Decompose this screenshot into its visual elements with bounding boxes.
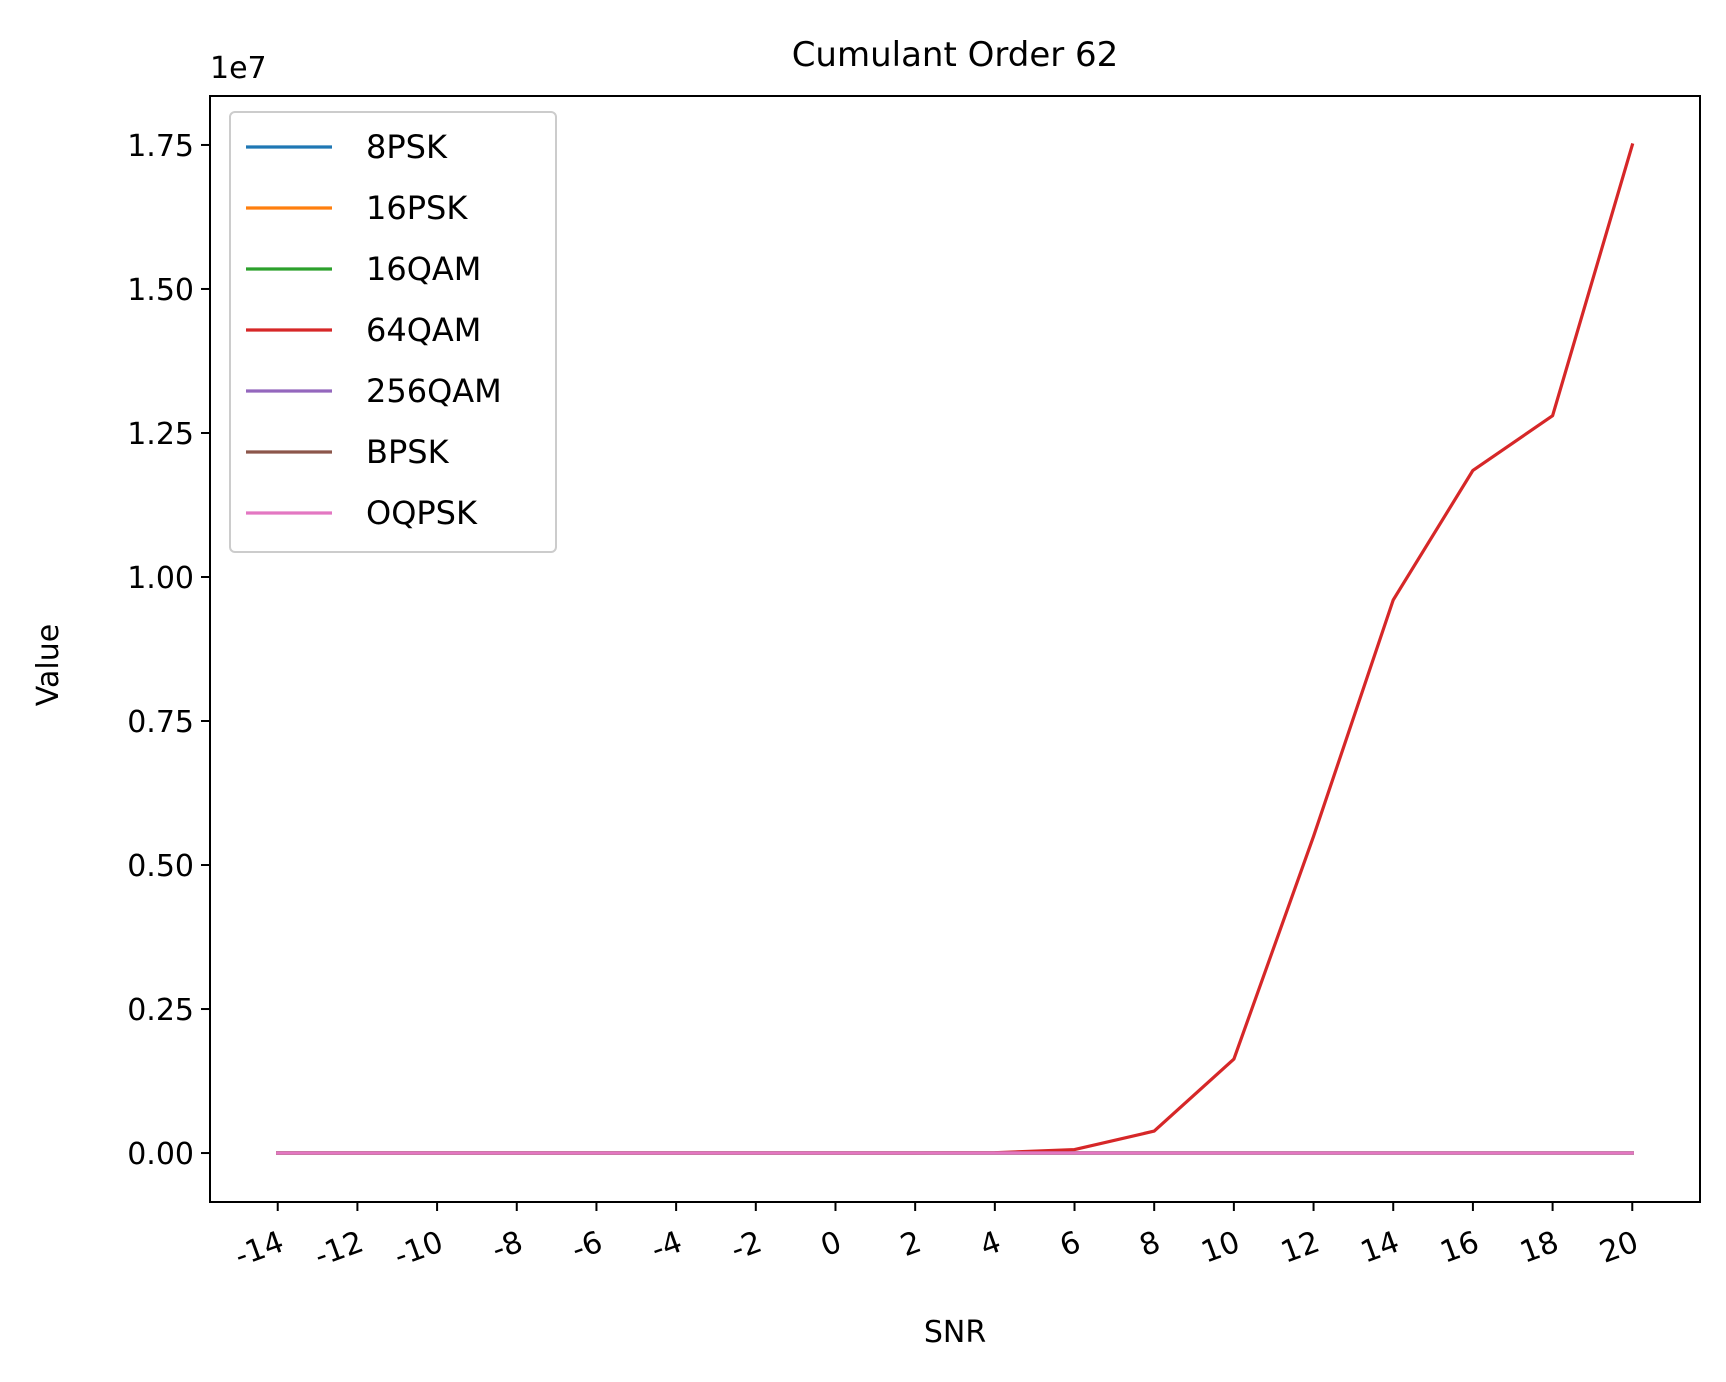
y-tick-label: 1.50 [127,273,194,308]
legend: 8PSK 16PSK 16QAM 64QAM 256QAM BPSK OQPSK [229,111,557,553]
x-tick-label: -6 [567,1225,607,1268]
legend-label: OQPSK [366,494,478,532]
y-tick-label: 0.25 [127,993,194,1028]
x-tick-label: 4 [976,1225,1006,1264]
legend-label: 256QAM [366,372,502,410]
x-tick-label: -2 [726,1225,766,1268]
x-tick-label: -12 [310,1225,368,1275]
x-tick-label: -10 [390,1225,448,1275]
y-tick-label: 0.00 [127,1137,194,1172]
x-tick-label: 6 [1055,1225,1085,1264]
x-tick-label: 18 [1515,1225,1563,1271]
x-tick-label: 0 [816,1225,846,1264]
y-axis-label: Value [31,624,66,706]
x-tick-label: 8 [1135,1225,1165,1264]
legend-label: 64QAM [366,311,481,349]
x-tick-label: 12 [1276,1225,1324,1271]
x-tick-label: 2 [896,1225,926,1264]
chart-title: Cumulant Order 62 [792,35,1119,75]
series-lines [276,143,1635,1155]
y-tick-label: 1.75 [127,129,194,164]
legend-label: BPSK [366,433,450,471]
y-axis-ticks: 0.00 0.25 0.50 0.75 1.00 1.25 1.50 1.75 [127,129,210,1172]
plot-area-frame [209,95,1701,1203]
x-tick-label: 14 [1356,1225,1404,1271]
y-axis-offset-text: 1e7 [210,51,267,86]
legend-label: 16PSK [366,189,468,227]
y-tick-label: 1.25 [127,417,194,452]
legend-label: 8PSK [366,128,448,166]
y-tick-label: 1.00 [127,561,194,596]
x-axis-label: SNR [924,1315,986,1350]
legend-label: 16QAM [366,250,481,288]
x-tick-label: -8 [487,1225,527,1268]
x-tick-label: -14 [230,1225,288,1275]
x-tick-label: 20 [1595,1225,1643,1271]
x-tick-label: 10 [1197,1225,1245,1271]
x-axis-ticks: -14 -12 -10 -8 -6 -4 -2 0 2 4 6 8 10 12 14 16 18 20 [230,1202,1643,1274]
legend-box [229,111,557,553]
y-tick-label: 0.50 [127,849,194,884]
x-tick-label: -4 [647,1225,687,1268]
x-tick-label: 16 [1436,1225,1484,1271]
y-tick-label: 0.75 [127,705,194,740]
